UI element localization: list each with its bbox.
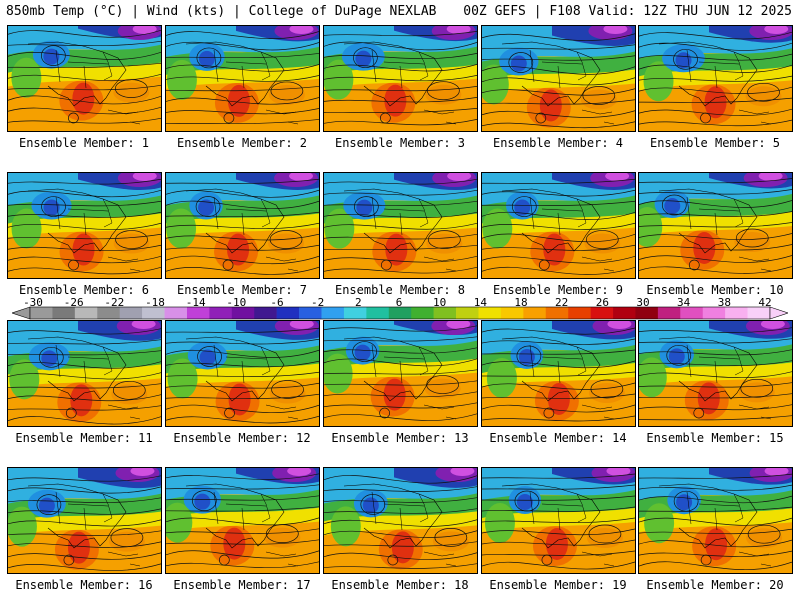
ensemble-map-10 <box>638 172 793 279</box>
colorbar-swatch <box>164 307 188 319</box>
colorbar-swatch <box>523 307 547 319</box>
colorbar-tick-label: -22 <box>104 296 125 309</box>
colorbar-swatch <box>276 307 300 319</box>
colorbar-labels: -30 -26 -22 -18 -14 -10 -6 -2 2 6 10 14 18 22 26 30 34 38… <box>0 296 800 309</box>
ensemble-member-label: Ensemble Member: 16 <box>15 578 153 592</box>
temperature-colorbar <box>12 306 788 320</box>
colorbar-swatch <box>590 307 614 319</box>
colorbar-swatch <box>30 307 53 319</box>
colorbar-swatch <box>433 307 457 319</box>
colorbar-swatch <box>366 307 390 319</box>
colorbar-swatch <box>343 307 367 319</box>
colorbar-tick-label: 42 <box>758 296 772 309</box>
ensemble-member-label: Ensemble Member: 9 <box>492 283 624 297</box>
colorbar-tick-label: -26 <box>63 296 84 309</box>
colorbar-swatch <box>725 307 748 319</box>
ensemble-map-15 <box>638 320 793 427</box>
ensemble-map-12 <box>165 320 320 427</box>
ensemble-map-8 <box>323 172 478 279</box>
ensemble-map-19 <box>481 467 636 574</box>
ensemble-member-label: Ensemble Member: 3 <box>334 136 466 150</box>
colorbar-swatch <box>747 307 771 319</box>
colorbar-tick-label: 26 <box>595 296 609 309</box>
colorbar-swatch <box>702 307 726 319</box>
colorbar-tick-label: 38 <box>717 296 731 309</box>
ensemble-member-label: Ensemble Member: 6 <box>18 283 150 297</box>
colorbar-swatch <box>299 307 322 319</box>
map-title: 850mb Temp (°C) | Wind (kts) | College o… <box>6 4 437 19</box>
ensemble-member-label: Ensemble Member: 7 <box>176 283 308 297</box>
colorbar-swatch <box>613 307 636 319</box>
colorbar-swatch <box>321 307 345 319</box>
colorbar-swatch <box>388 307 412 319</box>
colorbar-swatch <box>186 307 210 319</box>
colorbar-swatch <box>478 307 502 319</box>
ensemble-member-label: Ensemble Member: 11 <box>15 431 153 445</box>
colorbar-swatch <box>545 307 569 319</box>
colorbar-swatch <box>231 307 255 319</box>
colorbar-swatch <box>97 307 120 319</box>
ensemble-map-20 <box>638 467 793 574</box>
colorbar-swatch <box>209 307 233 319</box>
colorbar-tick-label: 6 <box>395 296 403 309</box>
colorbar-swatch <box>142 307 165 319</box>
ensemble-member-label: Ensemble Member: 8 <box>334 283 466 297</box>
ensemble-map-11 <box>7 320 162 427</box>
ensemble-map-5 <box>638 25 793 132</box>
colorbar-tick-label: 10 <box>433 296 447 309</box>
ensemble-member-label: Ensemble Member: 19 <box>489 578 627 592</box>
ensemble-member-label: Ensemble Member: 18 <box>331 578 469 592</box>
ensemble-member-label: Ensemble Member: 2 <box>176 136 308 150</box>
ensemble-member-label: Ensemble Member: 17 <box>173 578 311 592</box>
valid-time: 00Z GEFS | F108 Valid: 12Z THU JUN 12 20… <box>463 4 792 19</box>
ensemble-map-18 <box>323 467 478 574</box>
colorbar-tick-label: 2 <box>355 296 362 309</box>
ensemble-member-label: Ensemble Member: 14 <box>489 431 627 445</box>
colorbar-tick-label: -14 <box>185 296 206 309</box>
colorbar-swatch <box>635 307 659 319</box>
ensemble-map-14 <box>481 320 636 427</box>
colorbar-swatch <box>411 307 434 319</box>
colorbar-tick-label: 18 <box>514 296 528 309</box>
colorbar-tick-label: -2 <box>311 296 325 309</box>
colorbar-swatch <box>500 307 524 319</box>
ensemble-map-3 <box>323 25 478 132</box>
colorbar-swatch <box>74 307 98 319</box>
colorbar-swatch <box>52 307 76 319</box>
colorbar-tick-label: 34 <box>677 296 691 309</box>
ensemble-map-9 <box>481 172 636 279</box>
colorbar-swatch <box>680 307 704 319</box>
ensemble-member-label: Ensemble Member: 15 <box>646 431 784 445</box>
colorbar-swatch <box>254 307 277 319</box>
ensemble-map-7 <box>165 172 320 279</box>
colorbar-swatch <box>568 307 591 319</box>
colorbar-tick-label: -30 <box>23 296 43 309</box>
ensemble-map-13 <box>323 320 478 427</box>
colorbar-tick-label: 22 <box>555 296 569 309</box>
ensemble-map-16 <box>7 467 162 574</box>
colorbar-swatch <box>119 307 143 319</box>
ensemble-member-label: Ensemble Member: 5 <box>649 136 781 150</box>
colorbar-tick-label: 14 <box>473 296 487 309</box>
colorbar-swatch <box>456 307 479 319</box>
colorbar-tick-label: -18 <box>145 296 165 309</box>
ensemble-map-2 <box>165 25 320 132</box>
ensemble-member-label: Ensemble Member: 10 <box>646 283 784 297</box>
colorbar-tick-label: -10 <box>226 296 247 309</box>
colorbar-tick-label: -6 <box>270 296 284 309</box>
ensemble-member-label: Ensemble Member: 12 <box>173 431 311 445</box>
ensemble-map-4 <box>481 25 636 132</box>
ensemble-map-1 <box>7 25 162 132</box>
ensemble-member-label: Ensemble Member: 20 <box>646 578 784 592</box>
colorbar-swatch <box>657 307 681 319</box>
ensemble-member-label: Ensemble Member: 1 <box>18 136 150 150</box>
ensemble-member-label: Ensemble Member: 4 <box>492 136 624 150</box>
ensemble-map-6 <box>7 172 162 279</box>
ensemble-member-label: Ensemble Member: 13 <box>331 431 469 445</box>
colorbar-tick-label: 30 <box>636 296 650 309</box>
ensemble-map-17 <box>165 467 320 574</box>
